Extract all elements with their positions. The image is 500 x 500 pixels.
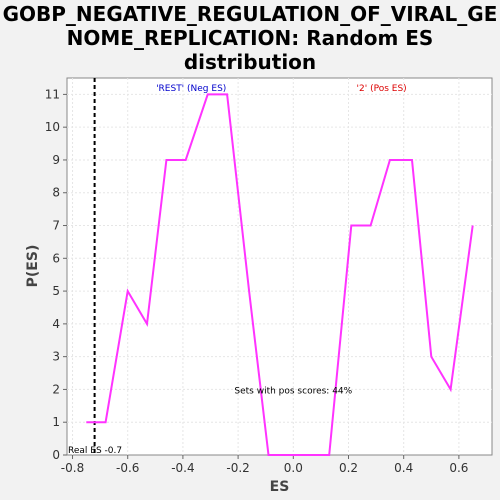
neg-es-label: 'REST' (Neg ES) — [156, 84, 226, 94]
y-tick-label: 10 — [45, 120, 60, 134]
grid-layer — [67, 78, 492, 455]
y-tick-label: 5 — [52, 284, 60, 298]
pos-scores-label: Sets with pos scores: 44% — [234, 386, 352, 396]
x-tick-label: -0.8 — [61, 461, 84, 475]
x-axis-label: ES — [270, 479, 290, 495]
y-tick-label: 9 — [52, 153, 60, 167]
x-tick-label: 0.4 — [394, 461, 413, 475]
tick-layer: 0 1 2 3 4 5 6 7 8 9 10 11 -0.8 -0.6 -0.4 -0.2 0.0 0.2 0.4 0… — [45, 87, 469, 475]
y-tick-label: 4 — [52, 317, 60, 331]
y-tick-label: 11 — [45, 87, 60, 101]
y-tick-label: 2 — [52, 382, 60, 396]
y-axis-label: P(ES) — [25, 245, 41, 288]
es-distribution-line — [86, 93, 474, 456]
x-tick-label: 0.2 — [339, 461, 358, 475]
chart-title-line-3: distribution — [183, 50, 317, 74]
y-tick-label: 0 — [52, 448, 60, 462]
x-tick-label: 0.0 — [284, 461, 303, 475]
chart-title-line-1: GOBP_NEGATIVE_REGULATION_OF_VIRAL_GE — [2, 2, 498, 26]
y-tick-label: 6 — [52, 251, 60, 265]
x-tick-label: -0.2 — [226, 461, 249, 475]
chart-title: GOBP_NEGATIVE_REGULATION_OF_VIRAL_GE NOM… — [0, 2, 500, 74]
real-es-label: Real ES -0.7 — [68, 446, 122, 456]
y-tick-label: 1 — [52, 415, 60, 429]
pos-es-label: '2' (Pos ES) — [357, 84, 407, 94]
plot-area — [66, 77, 493, 456]
x-tick-label: 0.6 — [449, 461, 468, 475]
y-tick-label: 3 — [52, 350, 60, 364]
y-tick-label: 7 — [52, 219, 60, 233]
chart-title-line-2: NOME_REPLICATION: Random ES — [66, 26, 434, 50]
y-tick-label: 8 — [52, 186, 60, 200]
x-tick-label: -0.6 — [116, 461, 139, 475]
x-tick-label: -0.4 — [171, 461, 194, 475]
